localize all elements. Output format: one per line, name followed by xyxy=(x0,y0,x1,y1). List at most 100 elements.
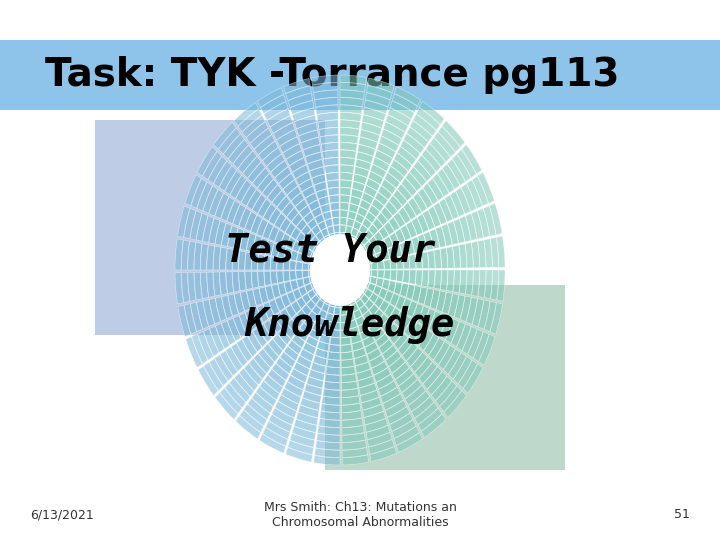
Polygon shape xyxy=(261,94,286,114)
Polygon shape xyxy=(408,391,430,411)
Polygon shape xyxy=(331,210,339,218)
Polygon shape xyxy=(273,334,287,350)
Polygon shape xyxy=(372,199,384,212)
Polygon shape xyxy=(302,237,310,247)
Polygon shape xyxy=(373,244,381,254)
Polygon shape xyxy=(400,140,420,159)
Polygon shape xyxy=(390,101,414,119)
Polygon shape xyxy=(353,293,360,302)
Polygon shape xyxy=(215,393,238,420)
Polygon shape xyxy=(444,391,467,417)
Polygon shape xyxy=(318,426,340,435)
Polygon shape xyxy=(342,440,366,450)
Polygon shape xyxy=(323,158,338,166)
Polygon shape xyxy=(315,441,340,450)
Polygon shape xyxy=(274,230,284,244)
Polygon shape xyxy=(351,189,363,199)
Polygon shape xyxy=(418,287,427,305)
Polygon shape xyxy=(389,356,405,373)
Polygon shape xyxy=(406,221,417,238)
Polygon shape xyxy=(415,270,422,286)
Polygon shape xyxy=(327,359,340,368)
Polygon shape xyxy=(239,313,252,334)
Text: Mrs Smith: Ch13: Mutations an
Chromosomal Abnormalities: Mrs Smith: Ch13: Mutations an Chromosoma… xyxy=(264,501,456,529)
Polygon shape xyxy=(346,226,352,234)
Polygon shape xyxy=(263,147,282,166)
Polygon shape xyxy=(265,240,274,255)
Polygon shape xyxy=(244,404,267,426)
Polygon shape xyxy=(389,308,400,322)
Polygon shape xyxy=(340,150,356,159)
Polygon shape xyxy=(278,283,287,296)
Polygon shape xyxy=(434,270,441,289)
Polygon shape xyxy=(478,300,490,329)
Polygon shape xyxy=(369,293,378,303)
Polygon shape xyxy=(410,166,426,186)
Polygon shape xyxy=(428,251,435,268)
Polygon shape xyxy=(330,337,340,345)
Polygon shape xyxy=(323,211,332,220)
Polygon shape xyxy=(342,410,362,420)
Polygon shape xyxy=(309,258,316,265)
Polygon shape xyxy=(333,225,340,233)
Polygon shape xyxy=(373,309,384,321)
Polygon shape xyxy=(442,292,452,314)
Polygon shape xyxy=(354,174,367,185)
Polygon shape xyxy=(282,324,295,339)
Polygon shape xyxy=(340,218,347,225)
Polygon shape xyxy=(311,75,338,85)
Polygon shape xyxy=(315,348,328,359)
Polygon shape xyxy=(412,237,420,253)
Polygon shape xyxy=(312,246,320,255)
Polygon shape xyxy=(444,195,459,219)
Polygon shape xyxy=(251,272,258,288)
Polygon shape xyxy=(222,321,235,345)
Polygon shape xyxy=(276,357,292,374)
Polygon shape xyxy=(368,78,395,93)
Polygon shape xyxy=(377,143,396,158)
Polygon shape xyxy=(382,179,396,194)
Polygon shape xyxy=(230,378,250,402)
Polygon shape xyxy=(490,270,499,300)
Polygon shape xyxy=(318,197,329,206)
Polygon shape xyxy=(397,146,416,165)
Polygon shape xyxy=(269,226,279,242)
Polygon shape xyxy=(428,178,444,201)
Polygon shape xyxy=(418,234,427,252)
Polygon shape xyxy=(352,181,365,192)
Polygon shape xyxy=(363,310,372,321)
Polygon shape xyxy=(330,299,336,307)
Polygon shape xyxy=(240,231,250,251)
Polygon shape xyxy=(459,216,471,242)
Polygon shape xyxy=(364,185,377,198)
Polygon shape xyxy=(355,214,364,224)
Polygon shape xyxy=(434,314,447,336)
Polygon shape xyxy=(447,221,459,245)
Polygon shape xyxy=(340,143,357,151)
Polygon shape xyxy=(258,173,274,193)
Polygon shape xyxy=(282,388,301,404)
Polygon shape xyxy=(260,381,279,400)
Polygon shape xyxy=(378,381,397,396)
Polygon shape xyxy=(358,376,374,388)
Polygon shape xyxy=(490,203,502,235)
Polygon shape xyxy=(415,253,422,269)
Polygon shape xyxy=(342,418,363,428)
Polygon shape xyxy=(247,190,261,210)
Polygon shape xyxy=(329,233,336,241)
Polygon shape xyxy=(327,226,334,234)
Polygon shape xyxy=(257,219,268,237)
Polygon shape xyxy=(228,294,238,316)
Polygon shape xyxy=(277,196,290,212)
Polygon shape xyxy=(405,385,426,406)
Polygon shape xyxy=(436,226,446,247)
Polygon shape xyxy=(207,272,215,298)
Polygon shape xyxy=(329,195,339,203)
Polygon shape xyxy=(422,150,441,172)
Polygon shape xyxy=(421,252,428,268)
Polygon shape xyxy=(284,78,310,93)
Polygon shape xyxy=(364,241,372,251)
Polygon shape xyxy=(364,275,371,282)
Polygon shape xyxy=(341,374,356,382)
Polygon shape xyxy=(190,302,202,332)
